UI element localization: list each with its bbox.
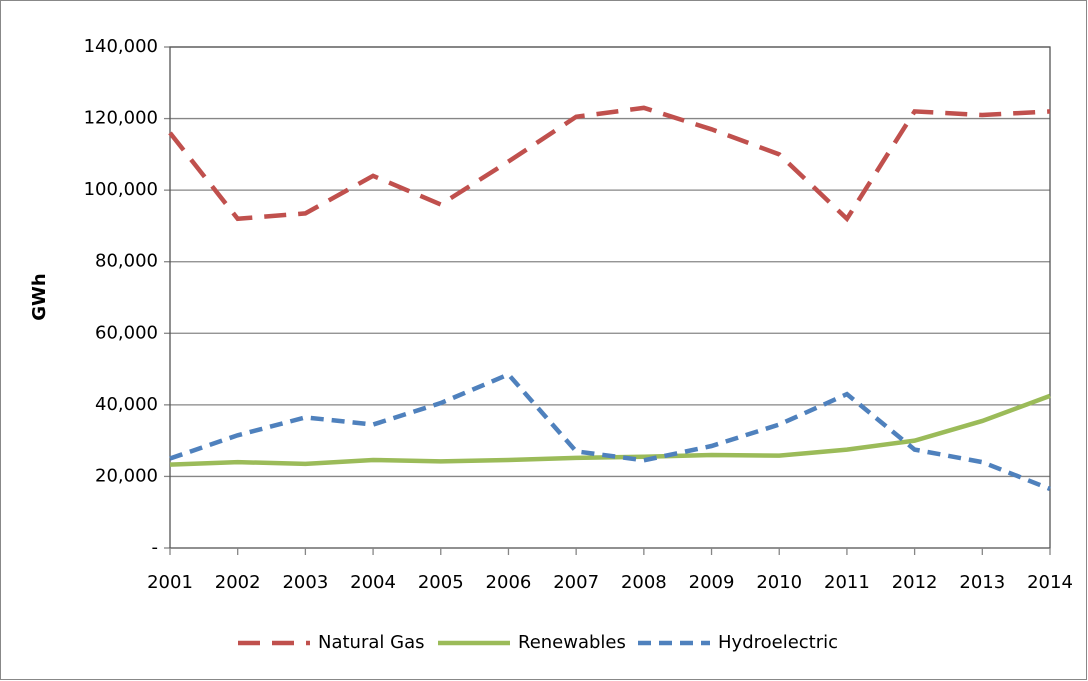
- x-tick-label: 2001: [147, 572, 193, 593]
- x-tick-label: 2005: [418, 572, 464, 593]
- y-tick-label: 100,000: [84, 179, 158, 200]
- y-tick-label: 80,000: [95, 251, 158, 272]
- x-tick-label: 2006: [486, 572, 532, 593]
- x-tick-label: 2010: [756, 572, 802, 593]
- x-tick-label: 2004: [350, 572, 396, 593]
- x-tick-label: 2003: [282, 572, 328, 593]
- x-tick-label: 2007: [553, 572, 599, 593]
- x-tick-label: 2009: [689, 572, 735, 593]
- legend-label: Hydroelectric: [718, 632, 838, 653]
- legend-label: Natural Gas: [318, 632, 424, 653]
- series-line: [169, 371, 1051, 492]
- y-tick-label: 140,000: [84, 36, 158, 57]
- x-tick-label: 2013: [959, 572, 1005, 593]
- x-tick-label: 2008: [621, 572, 667, 593]
- legend-label: Renewables: [518, 632, 626, 653]
- plot-area-border: [169, 46, 1051, 549]
- x-tick-label: 2002: [215, 572, 261, 593]
- y-tick-label: -: [152, 537, 159, 558]
- y-tick-label: 40,000: [95, 394, 158, 415]
- x-tick-label: 2012: [892, 572, 938, 593]
- y-tick-label: 60,000: [95, 322, 158, 343]
- y-tick-label: 20,000: [95, 465, 158, 486]
- y-tick-label: 120,000: [84, 108, 158, 129]
- series-line: [168, 105, 1051, 223]
- y-axis-label: GWh: [29, 273, 50, 320]
- x-tick-label: 2014: [1027, 572, 1073, 593]
- x-tick-label: 2011: [824, 572, 870, 593]
